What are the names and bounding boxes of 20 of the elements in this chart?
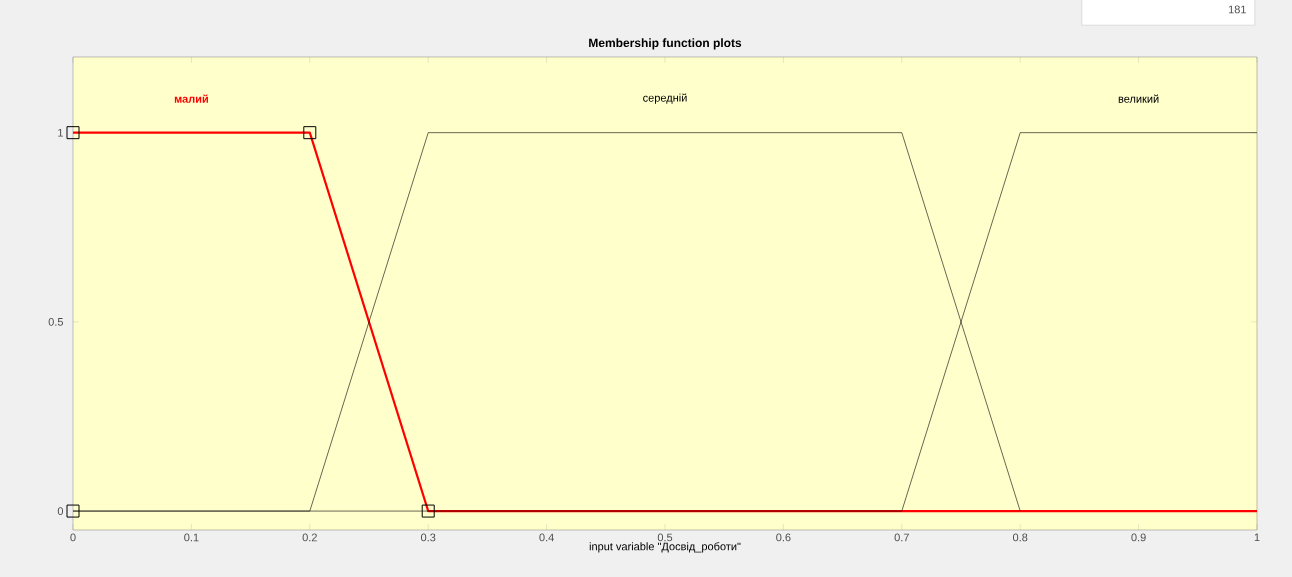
x-tick-label: 0.6	[776, 533, 791, 542]
x-tick-label: 0.2	[302, 533, 317, 542]
x-tick-label: 0.8	[1012, 533, 1028, 542]
x-tick-label: 0.9	[1131, 533, 1146, 542]
text: 181	[1228, 5, 1246, 14]
x-tick-label: 1	[1254, 533, 1260, 542]
y-tick-label: 1	[58, 128, 63, 137]
text: малий	[174, 94, 208, 103]
text: середній	[643, 93, 687, 104]
y-tick-label: 0.5	[48, 317, 64, 326]
x-tick-label: 0.5	[657, 533, 673, 542]
y-tick-label: 0	[57, 507, 64, 515]
chart-title: Membership function plots	[589, 38, 742, 50]
x-tick-label: 0.1	[184, 533, 199, 542]
x-tick-label: 0.7	[894, 533, 909, 542]
x-tick-label: 0	[70, 533, 76, 542]
x-tick-label: 0.4	[539, 533, 554, 542]
x-tick-label: 0.3	[420, 533, 436, 542]
x-axis-title: input variable "Досвід_роботи"	[589, 542, 741, 553]
text: великий	[1118, 94, 1159, 103]
